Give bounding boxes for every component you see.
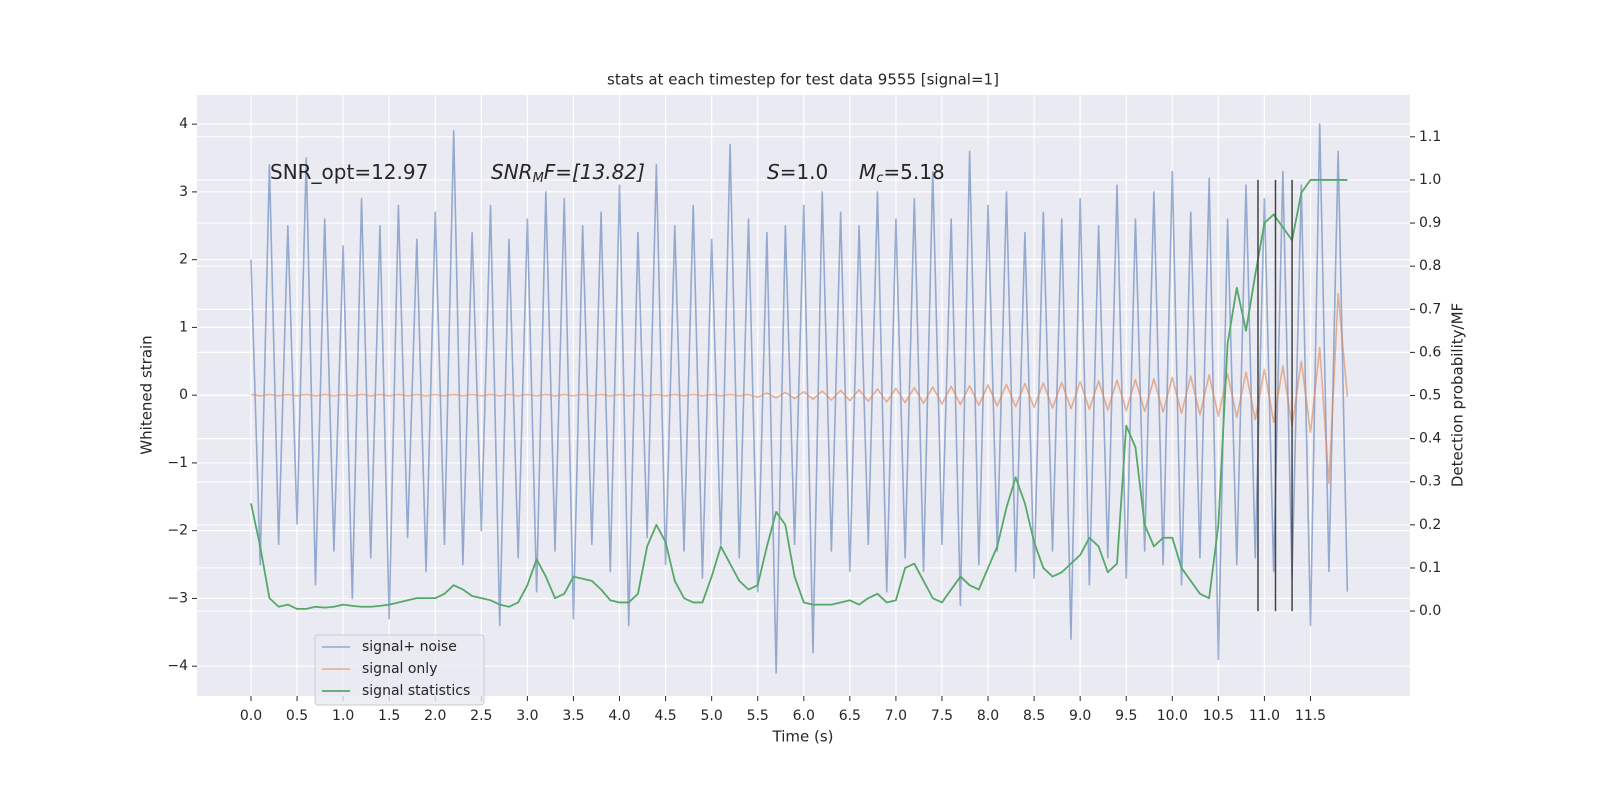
- y-tick-label: 0: [179, 387, 188, 403]
- y-tick-label: −4: [167, 658, 188, 674]
- annotation-text: M: [859, 160, 876, 184]
- x-tick-label: 6.5: [839, 708, 861, 724]
- annotation-text: =1.0: [780, 160, 829, 184]
- y2-tick-label: 0.4: [1419, 431, 1441, 447]
- y-tick-label: 4: [179, 116, 188, 132]
- y2-tick-label: 0.2: [1419, 517, 1441, 533]
- annotation: S=1.0: [767, 160, 828, 184]
- x-tick-label: 10.5: [1203, 708, 1234, 724]
- x-tick-label: 4.0: [608, 708, 630, 724]
- x-tick-label: 5.5: [747, 708, 769, 724]
- y-tick-label: −1: [167, 455, 188, 471]
- x-tick-label: 1.0: [332, 708, 354, 724]
- y2-tick-label: 0.7: [1419, 301, 1441, 317]
- x-tick-label: 9.0: [1069, 708, 1091, 724]
- axes: 0.0 0.5 1.0 1.5 2.0 2.5 3.0 3.5 4.0 4.5 5.0 5.5 6.0 6…: [167, 116, 1441, 724]
- legend-box: [314, 634, 485, 706]
- y-tick-label: −2: [167, 523, 188, 539]
- y2-tick-label: 0.8: [1419, 258, 1441, 274]
- legend-label: signal statistics: [362, 683, 470, 699]
- x-tick-label: 4.5: [654, 708, 676, 724]
- x-tick-label: 7.5: [931, 708, 953, 724]
- y2-tick-label: 0.1: [1419, 560, 1441, 576]
- series-line: [250, 292, 1349, 485]
- x-tick-label: 7.0: [885, 708, 907, 724]
- annotation-text: =5.18: [883, 160, 944, 184]
- marks: [250, 123, 1349, 674]
- annotation-subscript: M: [533, 171, 544, 186]
- annotation: Mc=5.18: [859, 160, 945, 186]
- x-tick-label: 0.0: [240, 708, 262, 724]
- x-tick-label: 3.5: [562, 708, 584, 724]
- annotation-text: SNR: [491, 160, 533, 184]
- y-tick-label: −3: [167, 590, 188, 606]
- series-line: [250, 179, 1348, 610]
- y2-tick-label: 0.3: [1419, 474, 1441, 490]
- y2-tick-label: 0.0: [1419, 603, 1441, 619]
- legend-label: signal only: [362, 661, 437, 677]
- y2-axis-label: Detection probability/MF: [1449, 303, 1467, 487]
- legend: signal+ noise signal only signal statistic…: [314, 634, 485, 706]
- x-tick-label: 9.5: [1115, 708, 1137, 724]
- annotation-subscript: c: [876, 171, 883, 186]
- x-tick-label: 2.0: [424, 708, 446, 724]
- series-line: [250, 123, 1349, 674]
- x-tick-label: 1.5: [378, 708, 400, 724]
- x-tick-label: 8.5: [1023, 708, 1045, 724]
- legend-label: signal+ noise: [362, 639, 457, 655]
- y2-tick-label: 0.5: [1419, 388, 1441, 404]
- annotation: SNRMF=[13.82]: [491, 160, 645, 186]
- x-tick-label: 3.0: [516, 708, 538, 724]
- x-tick-label: 5.0: [701, 708, 723, 724]
- x-axis-label: Time (s): [772, 728, 834, 746]
- y-axis-label: Whitened strain: [138, 335, 156, 454]
- annotation-text: SNR_opt=12.97: [270, 160, 428, 184]
- x-tick-label: 11.5: [1295, 708, 1326, 724]
- y2-tick-label: 1.1: [1419, 129, 1441, 145]
- y-tick-label: 3: [179, 184, 188, 200]
- annotation-text: S: [767, 160, 780, 184]
- annotation-text: F=[13.82]: [544, 160, 645, 184]
- y2-tick-label: 0.6: [1419, 344, 1441, 360]
- x-tick-label: 10.0: [1157, 708, 1188, 724]
- x-tick-label: 2.5: [470, 708, 492, 724]
- y-tick-label: 2: [179, 252, 188, 268]
- x-tick-label: 0.5: [286, 708, 308, 724]
- x-tick-label: 6.0: [793, 708, 815, 724]
- y2-tick-label: 1.0: [1419, 172, 1441, 188]
- y-tick-label: 1: [179, 319, 188, 335]
- annotation: SNR_opt=12.97: [270, 160, 428, 184]
- chart-title: stats at each timestep for test data 955…: [607, 71, 999, 89]
- x-tick-label: 8.0: [977, 708, 999, 724]
- y2-tick-label: 0.9: [1419, 215, 1441, 231]
- x-tick-label: 11.0: [1249, 708, 1280, 724]
